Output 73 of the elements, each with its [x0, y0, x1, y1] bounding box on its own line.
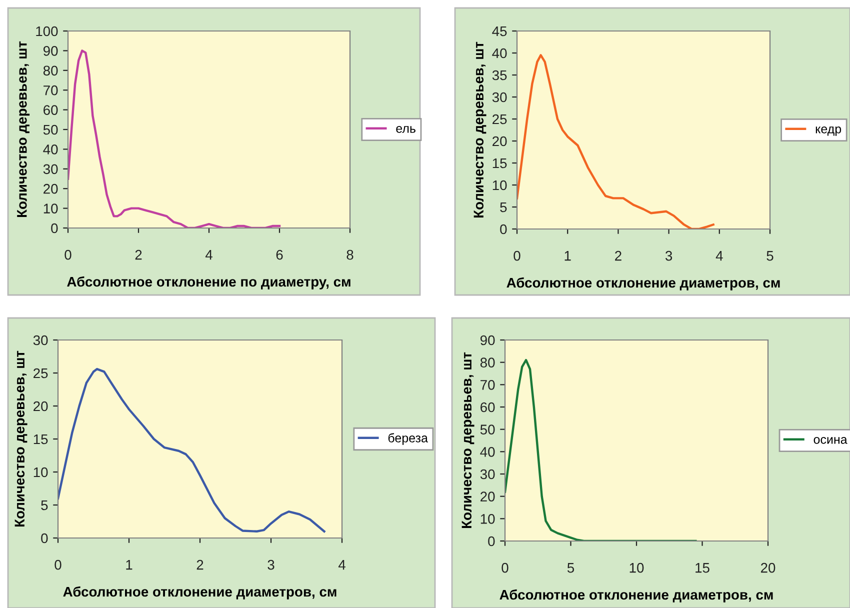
y-tick-label: 20 [480, 492, 495, 502]
x-axis-title: Абсолютное отклонение диаметров, см [500, 589, 773, 602]
y-tick-label: 0 [41, 533, 48, 544]
y-tick-label: 30 [33, 335, 48, 346]
x-tick-label: 2 [615, 250, 622, 261]
x-tick-label: 3 [268, 560, 274, 570]
y-tick-label: 90 [43, 46, 58, 56]
x-tick-label: 0 [514, 250, 520, 261]
y-tick-label: 20 [44, 184, 58, 194]
y-tick-label: 50 [43, 124, 58, 135]
x-tick-label: 4 [716, 251, 723, 261]
y-tick-label: 10 [44, 204, 58, 214]
x-axis-title: Абсолютное отклонение диаметров, см [63, 586, 336, 600]
x-tick-label: 6 [276, 250, 283, 260]
y-tick-label: 25 [492, 114, 507, 124]
x-tick-label: 5 [567, 563, 574, 573]
y-tick-label: 30 [43, 164, 58, 174]
y-tick-label: 0 [488, 536, 495, 546]
x-tick-label: 2 [135, 250, 142, 260]
y-axis-title: Количество деревьев, шт [17, 41, 30, 218]
x-tick-label: 20 [760, 562, 776, 573]
x-tick-label: 8 [346, 250, 354, 260]
y-tick-label: 15 [34, 434, 48, 444]
y-tick-label: 50 [480, 424, 495, 435]
x-tick-label: 0 [64, 250, 72, 260]
x-tick-label: 1 [564, 251, 571, 261]
x-tick-label: 5 [766, 251, 774, 261]
x-tick-label: 2 [196, 560, 204, 570]
x-tick-label: 4 [338, 560, 346, 570]
x-tick-label: 1 [126, 560, 132, 570]
y-tick-label: 10 [492, 180, 507, 190]
y-tick-label: 30 [480, 469, 495, 480]
y-tick-label: 5 [41, 500, 48, 510]
legend-label: ель [396, 126, 416, 133]
y-tick-label: 100 [36, 26, 58, 36]
y-tick-label: 70 [480, 380, 495, 390]
y-tick-label: 60 [44, 105, 58, 115]
y-tick-label: 0 [51, 223, 58, 234]
y-tick-label: 30 [492, 92, 507, 102]
y-tick-label: 5 [500, 202, 507, 212]
y-tick-label: 20 [34, 401, 48, 412]
y-tick-label: 40 [492, 48, 507, 58]
line-series [58, 368, 326, 533]
y-tick-label: 90 [480, 335, 495, 346]
line-series [517, 54, 714, 229]
y-tick-label: 70 [44, 85, 58, 96]
y-tick-label: 80 [480, 358, 495, 368]
y-tick-label: 40 [480, 447, 495, 457]
y-tick-label: 10 [34, 467, 48, 478]
line-series [505, 358, 697, 541]
y-tick-label: 35 [492, 70, 507, 80]
y-axis-title: Количество деревьев, шт [462, 352, 474, 528]
y-tick-label: 0 [500, 224, 507, 234]
x-tick-label: 15 [696, 563, 710, 573]
legend-label: кедр [816, 126, 842, 136]
x-axis-title: Абсолютное отклонение диаметров, см [506, 277, 780, 290]
x-tick-label: 4 [205, 250, 212, 260]
y-tick-label: 15 [492, 158, 507, 168]
y-tick-label: 80 [43, 66, 58, 76]
legend-label: береза [388, 433, 428, 445]
y-tick-label: 60 [480, 402, 495, 412]
y-tick-label: 45 [492, 26, 507, 36]
x-axis-title: Абсолютное отклонение по диаметру, см [67, 276, 350, 290]
x-tick-label: 3 [665, 250, 672, 261]
y-tick-label: 10 [480, 514, 495, 524]
x-tick-label: 10 [630, 562, 644, 573]
legend-label: осина [814, 437, 848, 444]
y-axis-title: Количество деревьев, шт [14, 350, 28, 527]
line-series [68, 50, 281, 228]
y-tick-label: 40 [43, 144, 58, 154]
y-axis-title: Количество деревьев, шт [474, 42, 486, 218]
y-tick-label: 25 [34, 368, 48, 378]
y-tick-label: 20 [492, 136, 507, 146]
